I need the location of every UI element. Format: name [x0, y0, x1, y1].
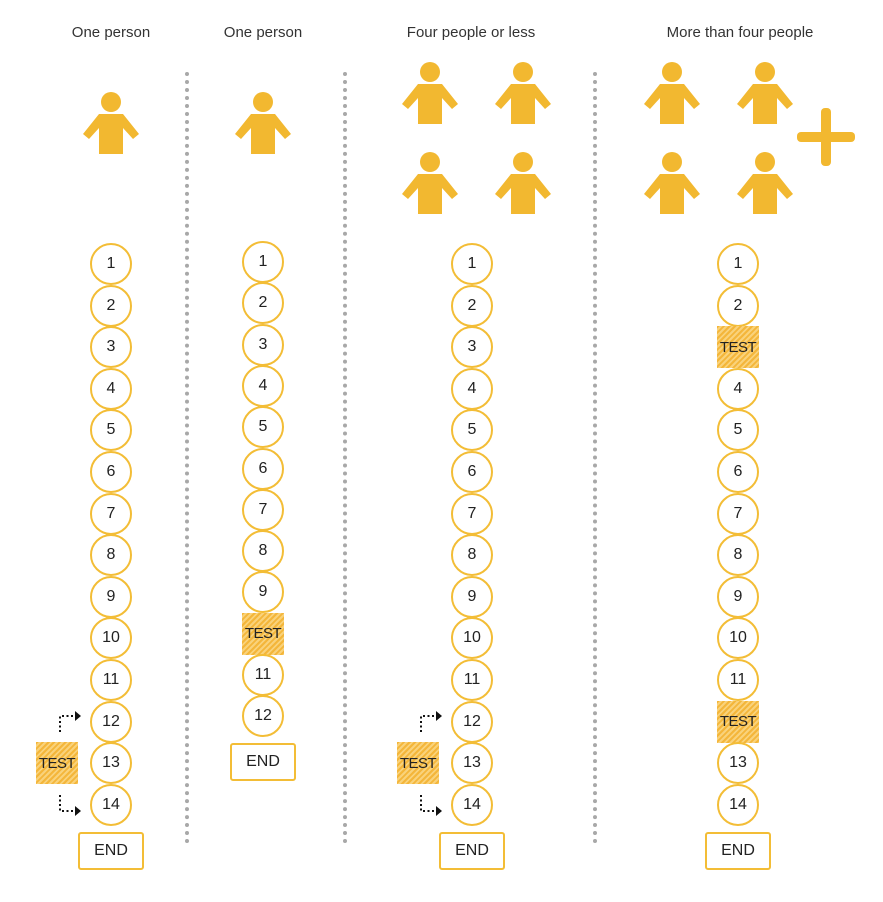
- step-circle: 11: [90, 659, 132, 701]
- step-circle: 9: [90, 575, 132, 618]
- person-icon: [233, 92, 293, 156]
- step-circle: 6: [242, 447, 284, 490]
- end-box: END: [439, 831, 505, 870]
- step-circle: 2: [242, 282, 284, 325]
- person-icon: [735, 62, 795, 126]
- column-title: One person: [71, 24, 151, 41]
- end-box: END: [705, 831, 771, 870]
- step-circle: 3: [242, 323, 284, 366]
- step-circle: 6: [90, 451, 132, 493]
- step-circle: 1: [717, 243, 759, 285]
- dotted-arrow-down-icon: [59, 794, 81, 816]
- person-icon: [400, 152, 460, 216]
- step-circle: 6: [451, 451, 493, 493]
- step-circle: 9: [717, 575, 759, 618]
- step-circle: 4: [90, 367, 132, 410]
- step-circle: 8: [90, 534, 132, 577]
- step-circle: 10: [717, 617, 759, 660]
- test-box: TEST: [717, 700, 759, 743]
- step-circle: 4: [717, 367, 759, 410]
- step-circle: 5: [717, 409, 759, 452]
- step-circle: 14: [451, 783, 493, 826]
- step-circle: 3: [90, 326, 132, 369]
- column-title: One person: [223, 24, 303, 41]
- step-circle: 14: [717, 783, 759, 826]
- step-circle: 8: [717, 534, 759, 577]
- step-circle: 5: [242, 406, 284, 449]
- end-box: END: [230, 743, 296, 782]
- column-one-person-a: One person: [0, 0, 222, 902]
- step-circle: 8: [242, 530, 284, 573]
- step-circle: 11: [451, 659, 493, 701]
- step-circle: 5: [90, 409, 132, 452]
- end-box: END: [78, 831, 144, 870]
- column-title: Four people or less: [406, 24, 536, 41]
- test-box: TEST: [242, 612, 284, 655]
- dotted-arrow-down-icon: [420, 794, 442, 816]
- step-circle: 7: [242, 488, 284, 531]
- step-circle: 1: [451, 243, 493, 285]
- step-circle: 11: [717, 659, 759, 701]
- step-circle: 2: [717, 284, 759, 327]
- step-circle: 3: [451, 326, 493, 369]
- dotted-arrow-up-icon: [59, 710, 81, 732]
- column-one-person-b: One person: [188, 0, 338, 902]
- step-circle: 2: [451, 284, 493, 327]
- column-more-than-four-people: More than four people: [597, 0, 883, 902]
- step-circle: 8: [451, 534, 493, 577]
- step-circle: 14: [90, 783, 132, 826]
- person-icon: [400, 62, 460, 126]
- step-circle: 2: [90, 284, 132, 327]
- dotted-arrow-up-icon: [420, 710, 442, 732]
- step-circle: 4: [242, 364, 284, 407]
- person-icon: [642, 62, 702, 126]
- divider: [185, 72, 189, 844]
- step-circle: 6: [717, 451, 759, 493]
- plus-icon: [797, 108, 855, 166]
- person-icon: [735, 152, 795, 216]
- step-circle: 10: [451, 617, 493, 660]
- step-circle: 5: [451, 409, 493, 452]
- step-circle: 4: [451, 367, 493, 410]
- step-circle: 10: [90, 617, 132, 660]
- step-circle: 12: [451, 700, 493, 743]
- side-test-box: TEST: [397, 742, 439, 785]
- step-circle: 13: [451, 742, 493, 785]
- divider: [343, 72, 347, 844]
- step-circle: 1: [242, 241, 284, 283]
- step-circle: 7: [90, 492, 132, 535]
- side-test-box: TEST: [36, 742, 78, 785]
- person-icon: [642, 152, 702, 216]
- person-icon: [493, 152, 553, 216]
- step-circle: 13: [90, 742, 132, 785]
- step-circle: 12: [90, 700, 132, 743]
- step-circle: 7: [717, 492, 759, 535]
- step-circle: 13: [717, 742, 759, 785]
- divider: [593, 72, 597, 844]
- column-four-people-or-less: Four people or less: [346, 0, 596, 902]
- test-box: TEST: [717, 326, 759, 369]
- step-circle: 9: [242, 571, 284, 614]
- step-circle: 12: [242, 695, 284, 738]
- step-circle: 7: [451, 492, 493, 535]
- step-circle: 9: [451, 575, 493, 618]
- column-title: More than four people: [666, 24, 814, 41]
- person-icon: [493, 62, 553, 126]
- step-circle: 11: [242, 654, 284, 696]
- step-circle: 1: [90, 243, 132, 285]
- person-icon: [81, 92, 141, 156]
